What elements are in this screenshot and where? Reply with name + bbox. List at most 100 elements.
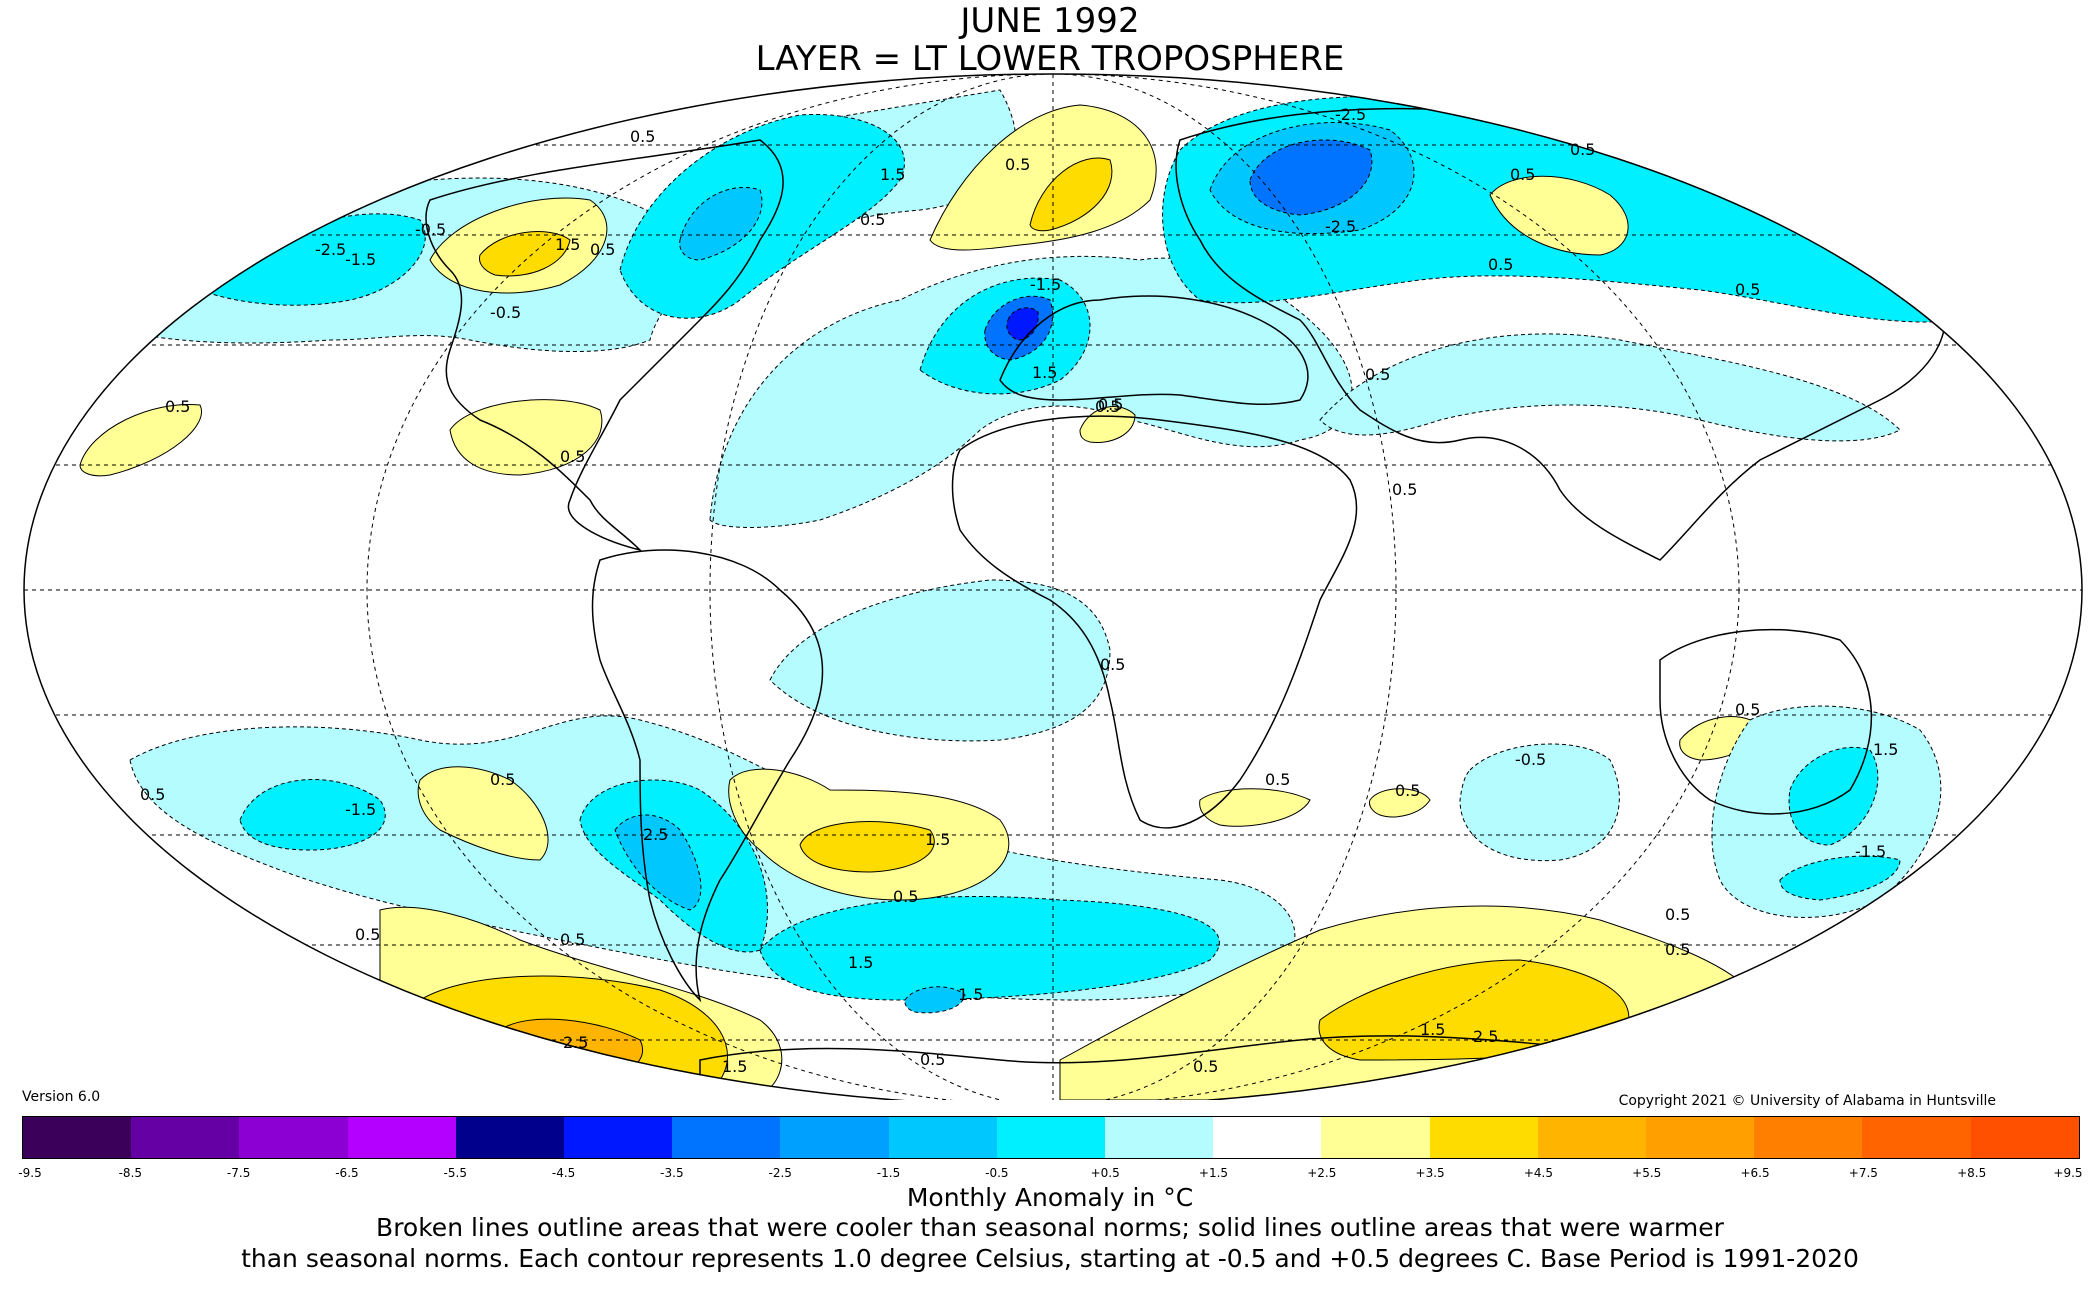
contour-label: 0.5 (1735, 700, 1760, 719)
color-scale-segment (1862, 1117, 1971, 1158)
cool-region-south-pacific-mid (239, 779, 386, 851)
contour-label: -1.5 (1030, 275, 1061, 294)
contour-label: 0.5 (1665, 905, 1690, 924)
south-america-outline (591, 549, 824, 1003)
color-scale-tick-label: +6.5 (1740, 1166, 1770, 1180)
contour-label: 1.5 (880, 165, 905, 184)
contour-label: 0.5 (1095, 397, 1120, 416)
contour-label: 0.5 (1100, 655, 1125, 674)
contour-label: 0.5 (165, 397, 190, 416)
color-scale-tick-label: +9.5 (2053, 1166, 2083, 1180)
contour-label: -0.5 (490, 303, 521, 322)
color-scale-segment (1754, 1117, 1863, 1158)
color-scale-segment (23, 1117, 132, 1158)
version-label: Version 6.0 (22, 1089, 101, 1105)
contour-label: 1.5 (1032, 363, 1057, 382)
cool-region-indian-ocean (1459, 743, 1620, 862)
contour-label: 1.5 (555, 235, 580, 254)
color-scale-segment (672, 1117, 781, 1158)
contour-label: -2.5 (1335, 105, 1366, 124)
contour-label: 0.5 (1098, 395, 1123, 414)
cool-region-new-zealand-core (1788, 746, 1879, 846)
color-scale-tick-label: -9.5 (18, 1166, 42, 1180)
warm-region-east-pacific (79, 403, 202, 477)
contour-label: 1.5 (848, 953, 873, 972)
color-scale-tick-label: -8.5 (118, 1166, 143, 1180)
contour-label: 0.5 (355, 925, 380, 944)
warm-region-scandinavia (929, 104, 1157, 251)
warm-region-scandinavia-core (1029, 157, 1113, 232)
color-scale-tick-label: -1.5 (876, 1166, 901, 1180)
color-scale-tick-label: +0.5 (1090, 1166, 1120, 1180)
world-anomaly-map: 0.5 -0.5 1.5 -1.5 -2.5 -0.5 0.5 0.5 1.5 … (23, 73, 2083, 1100)
color-scale-segment (1646, 1117, 1755, 1158)
color-scale-segment (564, 1117, 673, 1158)
color-scale-segment (1213, 1117, 1322, 1158)
contour-label: -1.5 (345, 250, 376, 269)
color-scale-tick-label: +2.5 (1307, 1166, 1337, 1180)
contour-label: 0.5 (1665, 940, 1690, 959)
caption-line-1: Broken lines outline areas that were coo… (376, 1213, 1724, 1242)
warm-region-indian-ocean (1199, 788, 1311, 827)
contour-label: -1.5 (1855, 842, 1886, 861)
color-scale-ticks: -9.5 -8.5 -7.5 -6.5 -5.5 -4.5 -3.5 -2.5 -1.5 -0.5… (18, 1166, 2083, 1182)
contour-label: 2.5 (1473, 1027, 1498, 1046)
color-scale-segment (239, 1117, 348, 1158)
graticule (24, 74, 2082, 1100)
australia-outline (1659, 628, 1873, 815)
warm-region-south-atlantic-core (799, 821, 935, 873)
contour-label: 1.5 (925, 830, 950, 849)
color-scale-tick-label: +1.5 (1198, 1166, 1229, 1180)
contour-label: -2.5 (1325, 217, 1356, 236)
color-scale-bar (22, 1116, 2080, 1159)
europe-outline (999, 295, 1309, 406)
cool-region-central-asia (1319, 333, 1901, 442)
color-scale-segment (131, 1117, 240, 1158)
contour-label: 0.5 (1265, 770, 1290, 789)
color-scale-tick-label: +5.5 (1632, 1166, 1662, 1180)
contour-label: 0.5 (560, 930, 585, 949)
color-scale-segment (996, 1117, 1106, 1158)
cool-region-tasman (1779, 855, 1901, 901)
color-scale-tick-label: +3.5 (1415, 1166, 1445, 1180)
warm-region-alaska-core (479, 231, 571, 277)
contour-label: 0.5 (1735, 280, 1760, 299)
contour-label: -1.5 (345, 800, 376, 819)
copyright-label: Copyright 2021 © University of Alabama i… (1618, 1093, 1996, 1109)
contour-label: -2.5 (315, 240, 346, 259)
contour-label: 0.5 (860, 210, 885, 229)
cool-region-south-atlantic (769, 579, 1111, 742)
color-scale-segment (1429, 1117, 1538, 1158)
color-scale-segment (1105, 1117, 1214, 1158)
color-scale-tick-label: +4.5 (1523, 1166, 1553, 1180)
contour-label: 2.5 (643, 825, 668, 844)
color-scale-tick-label: +7.5 (1848, 1166, 1878, 1180)
colorbar-title: Monthly Anomaly in °C (906, 1183, 1194, 1212)
antarctica-outline (699, 1035, 1601, 1100)
contour-label: -0.5 (1515, 750, 1546, 769)
contour-label: 0.5 (920, 1050, 945, 1069)
africa-outline (951, 415, 1358, 829)
color-scale-tick-label: -3.5 (660, 1166, 684, 1180)
contour-label: 0.5 (1193, 1057, 1218, 1076)
north-america-outline (425, 139, 784, 552)
cool-region-canada (619, 113, 905, 319)
contour-label: 0.5 (893, 887, 918, 906)
warm-region-indian-ocean-east (1369, 788, 1431, 818)
contour-label: 0.5 (630, 127, 655, 146)
color-scale-tick-label: +8.5 (1957, 1166, 1987, 1180)
contour-label: 0.5 (1365, 365, 1390, 384)
contour-label: 1.5 (1420, 1020, 1445, 1039)
color-scale-segment (1321, 1117, 1430, 1158)
contour-label: 0.5 (490, 770, 515, 789)
contour-label: 2.5 (563, 1033, 588, 1052)
color-scale-tick-label: -7.5 (226, 1166, 251, 1180)
contour-label: 0.5 (140, 785, 165, 804)
color-scale-segment (1537, 1117, 1647, 1158)
map-subtitle: LAYER = LT LOWER TROPOSPHERE (755, 39, 1345, 79)
contour-label: 0.5 (1570, 140, 1595, 159)
warm-region-south-pacific (417, 766, 549, 861)
caption-line-2: than seasonal norms. Each contour repres… (241, 1244, 1859, 1273)
color-scale-tick-label: -6.5 (335, 1166, 359, 1180)
color-scale-segment (888, 1117, 997, 1158)
